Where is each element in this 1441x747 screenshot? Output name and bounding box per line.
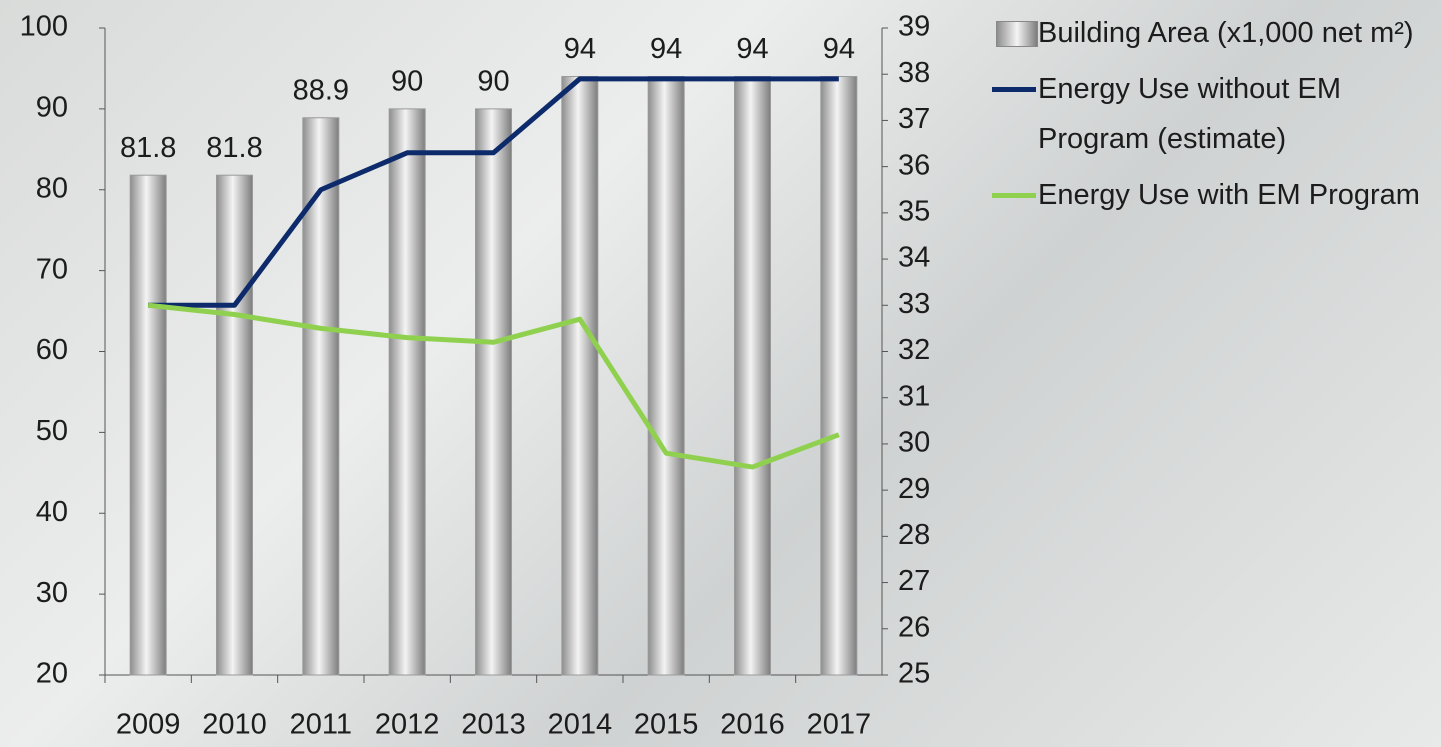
- y-tick-label: 70: [36, 253, 68, 285]
- x-tick-label: 2016: [720, 709, 785, 741]
- legend: Building Area (x1,000 net m²) Energy Use …: [992, 8, 1432, 226]
- data-label: 81.8: [206, 132, 262, 164]
- x-tick-label: 2013: [461, 709, 526, 741]
- y2-tick-label: 36: [898, 149, 930, 181]
- y-tick-label: 80: [36, 172, 68, 204]
- x-tick-label: 2009: [116, 709, 181, 741]
- bar: [476, 109, 512, 675]
- x-tick-label: 2015: [634, 709, 699, 741]
- data-label: 94: [823, 33, 855, 65]
- bar: [562, 77, 598, 675]
- bar: [130, 175, 166, 675]
- data-label: 90: [477, 66, 509, 98]
- y2-tick-label: 39: [898, 11, 930, 43]
- legend-label: Energy Use with EM Program: [1038, 170, 1432, 220]
- data-label: 88.9: [293, 74, 349, 106]
- y2-tick-label: 37: [898, 103, 930, 135]
- y-tick-label: 50: [36, 415, 68, 447]
- legend-label: Building Area (x1,000 net m²): [1038, 8, 1432, 58]
- y-tick-label: 30: [36, 577, 68, 609]
- y2-tick-label: 35: [898, 196, 930, 228]
- data-label: 90: [391, 66, 423, 98]
- legend-item: Energy Use with EM Program: [992, 170, 1432, 220]
- legend-swatch: [992, 87, 1036, 92]
- bar: [217, 175, 253, 675]
- bar: [303, 118, 339, 675]
- legend-swatch: [992, 193, 1036, 198]
- legend-marker: [992, 170, 1038, 220]
- bar: [648, 77, 684, 675]
- y-tick-label: 20: [36, 658, 68, 690]
- y2-tick-label: 31: [898, 380, 930, 412]
- y-tick-label: 90: [36, 92, 68, 124]
- legend-swatch: [996, 21, 1038, 47]
- bar: [821, 77, 857, 675]
- x-tick-label: 2010: [202, 709, 267, 741]
- y2-tick-label: 34: [898, 242, 930, 274]
- bar: [735, 77, 771, 675]
- data-label: 81.8: [120, 132, 176, 164]
- x-tick-label: 2011: [290, 709, 352, 741]
- y2-tick-label: 28: [898, 519, 930, 551]
- data-label: 94: [650, 33, 682, 65]
- x-tick-label: 2012: [375, 709, 440, 741]
- y2-tick-label: 32: [898, 334, 930, 366]
- legend-marker: [992, 8, 1038, 58]
- y2-tick-label: 33: [898, 288, 930, 320]
- y2-tick-label: 30: [898, 427, 930, 459]
- legend-label: Energy Use without EM Program (estimate): [1038, 64, 1432, 164]
- legend-marker: [992, 64, 1038, 114]
- y2-tick-label: 38: [898, 57, 930, 89]
- data-label: 94: [564, 33, 596, 65]
- y2-tick-label: 27: [898, 565, 930, 597]
- y2-tick-label: 25: [898, 658, 930, 690]
- y-tick-label: 40: [36, 496, 68, 528]
- y-tick-label: 60: [36, 334, 68, 366]
- legend-item: Energy Use without EM Program (estimate): [992, 64, 1432, 164]
- x-tick-label: 2017: [807, 709, 872, 741]
- y-tick-label: 100: [20, 11, 68, 43]
- bar: [389, 109, 425, 675]
- data-label: 94: [736, 33, 768, 65]
- y2-tick-label: 29: [898, 473, 930, 505]
- legend-item: Building Area (x1,000 net m²): [992, 8, 1432, 58]
- y2-tick-label: 26: [898, 611, 930, 643]
- page: 20 30 40 50 60 70 80 90 100 25 26 27 28 29 30 31 32 33 34 3…: [0, 0, 1441, 747]
- x-tick-label: 2014: [548, 709, 613, 741]
